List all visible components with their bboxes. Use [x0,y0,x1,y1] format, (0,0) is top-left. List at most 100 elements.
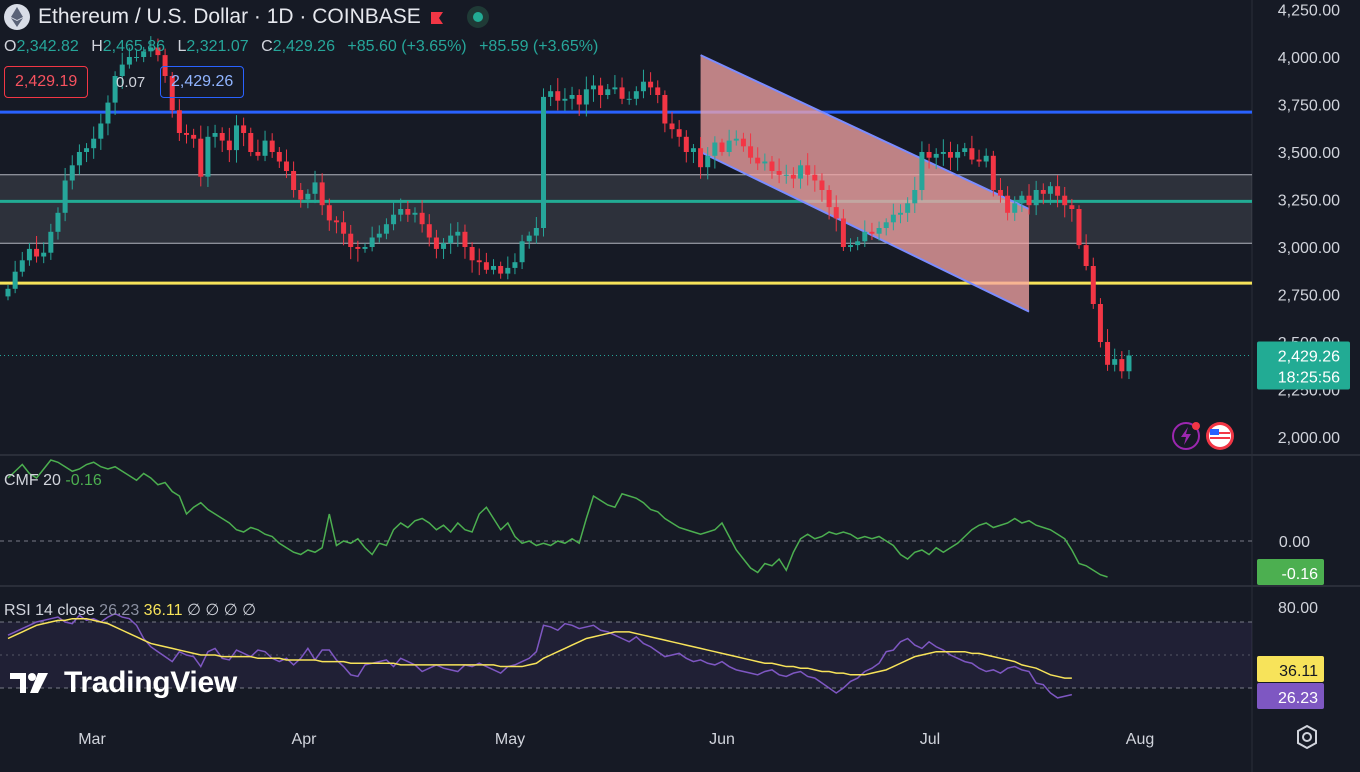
candle-body [405,209,411,215]
candle-body [391,214,397,225]
rsi-title: RSI 14 close [4,602,95,619]
candle-body [298,190,304,200]
cmf-line [7,459,1108,578]
candle-body [576,95,582,105]
candle-body [369,237,375,247]
candle-body [740,138,746,147]
sell-button[interactable]: 2,429.19 [4,66,89,98]
candle-body [526,235,532,242]
candle-body [98,123,104,139]
settings-gear-icon[interactable] [1294,724,1320,750]
candle-body [319,182,325,206]
candle-body [890,214,896,223]
candle-body [605,89,611,95]
candle-body [441,243,447,249]
candle-body [698,148,704,168]
candle-body [19,260,25,272]
candle-body [519,241,525,263]
candle-body [648,81,654,88]
candle-body [341,222,347,234]
price-axis-label: 3,500.00 [1278,145,1340,162]
candle-body [1083,245,1089,266]
candle-body [48,231,54,253]
buy-button[interactable]: 2,429.26 [160,66,245,98]
channel-upper-line [700,54,1030,210]
price-axis-label: 4,000.00 [1278,50,1340,67]
candle-body [855,241,861,246]
tradingview-logo: TradingView [10,666,237,700]
time-axis-label: Jun [709,731,735,748]
candle-body [383,224,389,234]
candle-body [883,222,889,228]
lightning-icon[interactable] [1172,422,1200,450]
change-value-2: +85.59 (+3.65%) [479,38,599,55]
candle-body [469,247,475,261]
candle-body [291,171,297,190]
candle-body [533,228,539,236]
candle-body [376,233,382,238]
candle-body [976,159,982,162]
candle-body [862,231,868,242]
us-flag-icon[interactable] [1206,422,1234,450]
cmf-title: CMF 20 [4,472,61,489]
candle-body [205,136,211,177]
rsi-value-badge [1257,683,1324,709]
high-label: H [91,38,103,55]
candle-body [362,247,368,249]
rsi-value: 26.23 [99,602,140,619]
candle-body [826,190,832,208]
price-axis-label: 3,000.00 [1278,240,1340,257]
price-axis-label: 2,750.00 [1278,288,1340,305]
candle-body [1097,304,1103,342]
candle-body [1019,195,1025,204]
cmf-legend[interactable]: CMF 20 -0.16 [4,472,102,490]
candle-body [640,81,646,92]
candle-body [983,155,989,162]
cmf-axis-label: 0.00 [1279,534,1310,551]
rsi-value-badge-label: 26.23 [1278,690,1318,707]
flag-icon[interactable] [429,9,445,25]
rsi-legend[interactable]: RSI 14 close 26.23 36.11 ∅ ∅ ∅ ∅ [4,600,256,620]
candle-body [676,129,682,137]
symbol-title[interactable]: Ethereum / U.S. Dollar · 1D · COINBASE [38,5,421,28]
candle-body [555,91,561,101]
candle-body [569,95,575,99]
candle-body [1012,203,1018,213]
candle-body [34,248,40,257]
cmf-value-label: -0.16 [1282,566,1319,583]
candle-body [848,245,854,247]
countdown-label: 18:25:56 [1278,369,1340,386]
candle-body [255,152,261,156]
candle-body [134,57,140,58]
candle-body [655,87,661,95]
candle-body [812,174,818,181]
ohlc-readout: O2,342.82 H2,465.86 L2,321.07 C2,429.26 … [4,38,606,56]
candle-body [162,55,168,76]
candle-body [840,218,846,247]
rsi-ma-badge-label: 36.11 [1279,663,1318,680]
candle-body [898,212,903,215]
candle-body [719,142,725,152]
candle-body [926,152,932,158]
candle-body [1026,195,1032,206]
market-status-icon[interactable] [466,6,489,28]
candle-body [1055,186,1061,196]
candle-body [633,91,639,99]
candle-body [919,152,925,190]
high-value: 2,465.86 [102,38,166,55]
candle-body [962,148,968,152]
candle-body [762,161,768,164]
candle-body [712,142,718,156]
candle-body [84,148,90,152]
candle-body [241,125,247,133]
candle-body [1047,186,1053,194]
candle-body [783,174,789,176]
candle-body [419,212,425,225]
close-label: C [261,38,273,55]
price-axis-label: 3,750.00 [1278,98,1340,115]
candle-body [12,271,18,289]
time-axis-label: Jul [920,731,940,748]
candle-body [126,57,132,65]
candle-body [76,152,82,166]
